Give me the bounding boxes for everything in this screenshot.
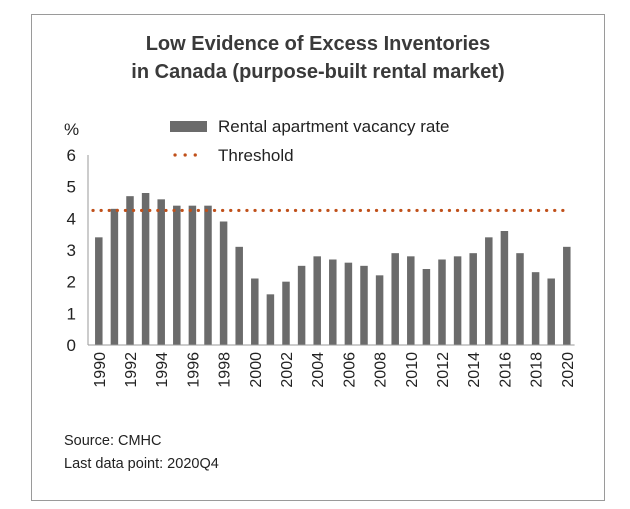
bar-vacancy-2007 xyxy=(360,266,368,345)
x-tick-label: 2014 xyxy=(466,352,483,388)
bar-vacancy-1994 xyxy=(157,199,165,345)
x-tick-label: 2010 xyxy=(404,352,421,388)
bar-vacancy-2004 xyxy=(313,256,321,345)
bar-vacancy-1991 xyxy=(111,209,119,345)
x-tick-label: 2020 xyxy=(560,352,577,388)
bar-vacancy-2013 xyxy=(454,256,462,345)
legend-swatch-vacancy-rate xyxy=(170,121,207,132)
x-tick-label: 2008 xyxy=(373,352,390,388)
bar-vacancy-2006 xyxy=(345,263,353,345)
x-tick-label: 2000 xyxy=(248,352,265,388)
bar-vacancy-2020 xyxy=(563,247,571,345)
y-tick-label: 0 xyxy=(67,336,76,355)
x-tick-label: 2006 xyxy=(341,352,358,388)
bar-vacancy-2011 xyxy=(423,269,431,345)
bar-vacancy-2019 xyxy=(547,279,555,346)
bar-vacancy-1999 xyxy=(235,247,243,345)
bar-vacancy-2000 xyxy=(251,279,258,346)
x-tick-label: 1996 xyxy=(185,352,202,388)
y-axis-unit-label: % xyxy=(64,120,79,139)
y-tick-label: 3 xyxy=(67,241,76,260)
bar-vacancy-2008 xyxy=(376,275,384,345)
x-tick-label: 2004 xyxy=(310,352,327,388)
x-tick-label: 2002 xyxy=(279,352,296,388)
bar-vacancy-1998 xyxy=(220,222,228,346)
bar-vacancy-1992 xyxy=(126,196,134,345)
x-tick-label: 2018 xyxy=(529,352,546,388)
x-tick-label: 1994 xyxy=(154,352,171,388)
bar-vacancy-2005 xyxy=(329,260,337,346)
y-tick-label: 6 xyxy=(67,146,76,165)
x-tick-label: 2012 xyxy=(435,352,452,388)
bar-vacancy-1997 xyxy=(204,206,212,345)
y-tick-label: 2 xyxy=(67,273,76,292)
legend-label-vacancy-rate: Rental apartment vacancy rate xyxy=(218,117,450,136)
bar-vacancy-2009 xyxy=(391,253,399,345)
bar-vacancy-2017 xyxy=(516,253,524,345)
y-tick-label: 4 xyxy=(67,209,76,228)
x-tick-label: 1990 xyxy=(92,352,109,388)
bar-vacancy-2016 xyxy=(501,231,509,345)
bar-vacancy-1996 xyxy=(189,206,197,345)
bar-vacancy-1993 xyxy=(142,193,150,345)
x-tick-label: 1992 xyxy=(123,352,140,388)
bar-vacancy-2003 xyxy=(298,266,306,345)
bar-vacancy-2018 xyxy=(532,272,540,345)
y-tick-label: 5 xyxy=(67,178,76,197)
bar-vacancy-1990 xyxy=(95,237,103,345)
y-tick-label: 1 xyxy=(67,304,76,323)
bar-vacancy-2010 xyxy=(407,256,415,345)
bar-vacancy-2002 xyxy=(282,282,290,345)
x-tick-label: 1998 xyxy=(217,352,234,388)
bar-vacancy-2015 xyxy=(485,237,493,345)
bar-vacancy-1995 xyxy=(173,206,181,345)
x-tick-label: 2016 xyxy=(497,352,514,388)
bar-vacancy-2001 xyxy=(267,294,275,345)
legend-label-threshold: Threshold xyxy=(218,146,294,165)
bar-vacancy-2012 xyxy=(438,260,446,346)
bar-vacancy-2014 xyxy=(469,253,477,345)
